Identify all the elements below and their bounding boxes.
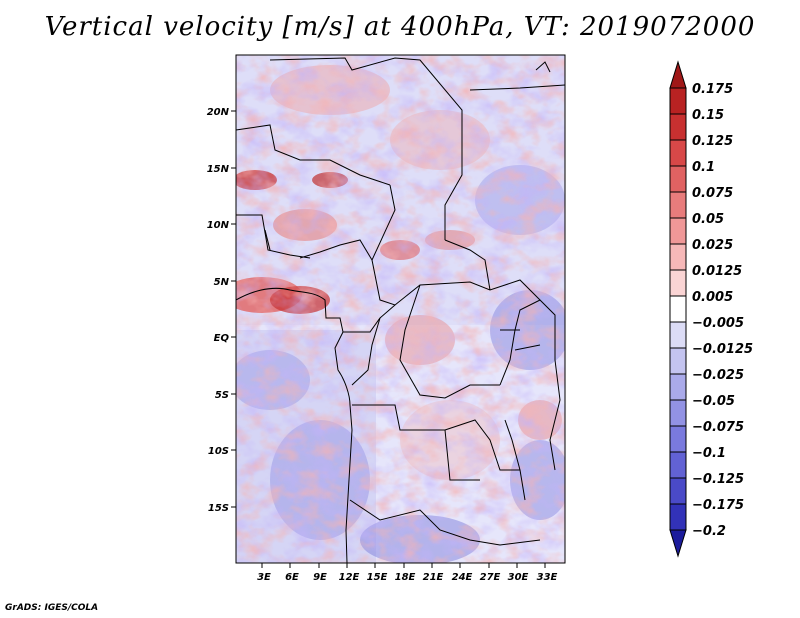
lat-label-5s: 5S [215,390,229,401]
colorbar-band [669,321,687,349]
lon-label-3e: 3E [257,572,271,583]
colorbar-label: −0.2 [692,524,726,539]
country-borders [236,57,565,563]
lat-label-15s: 15S [208,503,229,514]
colorbar-label: 0.005 [692,290,733,305]
colorbar-band [669,529,687,558]
colorbar-label: 0.125 [692,134,733,149]
colorbar-label: −0.05 [692,394,735,409]
lon-axis: 3E 6E 9E 12E 15E 18E 21E 24E 27E 30E 33E [257,563,558,583]
lon-label-30e: 30E [508,572,529,583]
colorbar: 0.175 0.15 0.125 0.1 0.075 0.05 0.025 0.0125 0.0… [669,60,753,558]
lon-label-6e: 6E [285,572,299,583]
colorbar-label: 0.025 [692,238,733,253]
map-title: Vertical velocity [m/s] at 400hPa, VT: 2… [44,12,756,42]
colorbar-label: −0.175 [692,498,744,513]
lat-label-10n: 10N [207,220,230,231]
colorbar-band [669,191,687,219]
colorbar-label: −0.025 [692,368,744,383]
velocity-field [236,55,565,563]
colorbar-label: 0.05 [692,212,724,227]
lon-label-18e: 18E [395,572,416,583]
colorbar-band [669,451,687,479]
colorbar-band [669,347,687,375]
map-frame [235,54,566,564]
colorbar-band [669,425,687,453]
lat-label-eq: EQ [214,333,230,344]
colorbar-label: −0.1 [692,446,726,461]
colorbar-band [669,217,687,245]
colorbar-label: 0.1 [692,160,715,175]
colorbar-band [669,269,687,297]
lat-axis: 20N 15N 10N 5N EQ 5S 10S 15S [207,107,236,514]
colorbar-band [669,139,687,167]
lon-label-21e: 21E [423,572,444,583]
colorbar-band [669,399,687,427]
colorbar-band [669,373,687,401]
lon-label-33e: 33E [537,572,558,583]
lon-label-12e: 12E [339,572,360,583]
colorbar-band [669,243,687,271]
lon-label-24e: 24E [452,572,473,583]
lat-label-10s: 10S [208,446,229,457]
colorbar-band [669,113,687,141]
colorbar-label: −0.005 [692,316,744,331]
colorbar-label: 0.0125 [692,264,742,279]
lon-label-15e: 15E [367,572,388,583]
colorbar-label: −0.0125 [692,342,753,357]
colorbar-band [669,503,687,531]
colorbar-label: −0.075 [692,420,744,435]
colorbar-band [669,165,687,193]
lat-label-5n: 5N [214,277,230,288]
colorbar-label: 0.075 [692,186,733,201]
lon-label-9e: 9E [313,572,327,583]
lon-label-27e: 27E [480,572,501,583]
colorbar-band [669,477,687,505]
colorbar-band [669,295,687,323]
footer-credit: GrADS: IGES/COLA [5,603,99,613]
colorbar-label: 0.15 [692,108,724,123]
lat-label-20n: 20N [207,107,230,118]
colorbar-band [669,87,687,115]
colorbar-label: −0.125 [692,472,744,487]
colorbar-label: 0.175 [692,82,733,97]
colorbar-band [669,60,687,89]
lat-label-15n: 15N [207,164,230,175]
